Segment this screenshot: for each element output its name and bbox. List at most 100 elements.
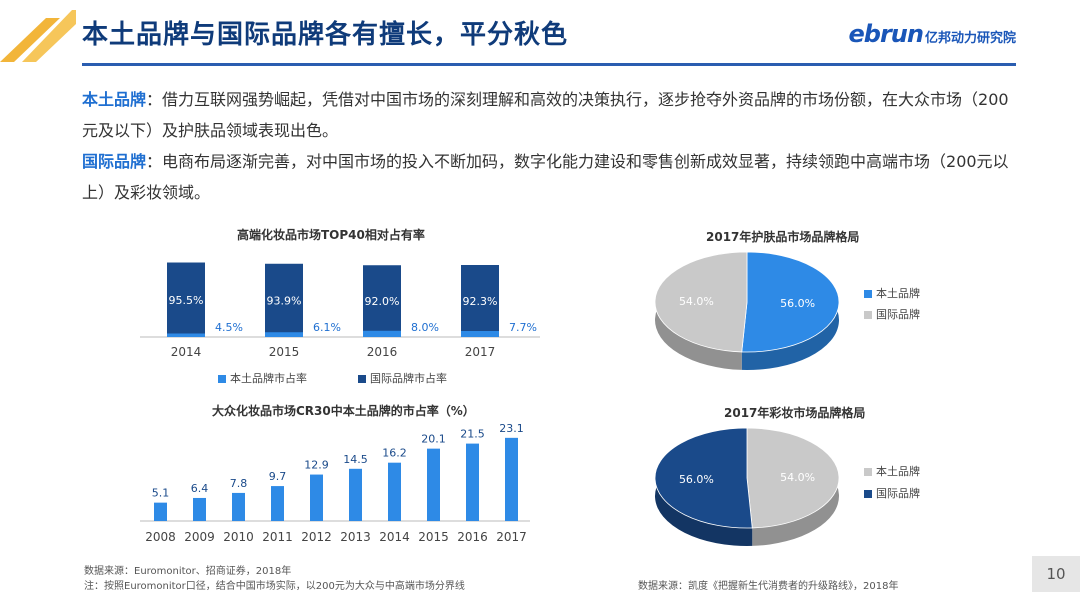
intl-label: 国际品牌 [82, 152, 147, 171]
chart1-label-local: 8.0% [411, 321, 439, 334]
pie2-svg: 54.0% 56.0% [654, 428, 840, 546]
chart1-label-intl: 92.0% [365, 295, 400, 308]
chart1-tick-label: 2014 [171, 345, 202, 359]
chart1-label-intl: 93.9% [267, 294, 302, 307]
chart2-tick-label: 2014 [379, 530, 410, 544]
source-right: 数据来源：凯度《把握新生代消费者的升级路线》，2018年 [638, 581, 899, 592]
legend-swatch-intl [358, 375, 366, 383]
logo-subtitle: 亿邦动力研究院 [924, 31, 1016, 46]
chart1-tick-label: 2017 [465, 345, 496, 359]
source-left-1: 数据来源：Euromonitor、招商证券，2018年 [84, 566, 292, 577]
chart2-bar [154, 502, 167, 521]
local-paragraph: 本土品牌：借力互联网强势崛起，凭借对中国市场的深刻理解和高效的决策执行，逐步抢夺… [82, 84, 1017, 146]
pie1-swatch-intl [864, 311, 872, 319]
chart1-bar-local [167, 333, 205, 337]
chart2-value-label: 6.4 [191, 482, 209, 495]
pie1-slice [741, 252, 840, 353]
chart2-tick-label: 2013 [340, 530, 371, 544]
pie1-svg: 56.0% 54.0% [654, 252, 840, 370]
chart2-bar [193, 497, 206, 521]
chart2-value-label: 9.7 [269, 470, 287, 483]
pie2-slice-label: 56.0% [679, 473, 714, 486]
title-divider [82, 63, 1016, 66]
legend-swatch-local [218, 375, 226, 383]
chart1-label-intl: 95.5% [169, 294, 204, 307]
page-number: 10 [1032, 556, 1080, 592]
chart1-label-local: 4.5% [215, 321, 243, 334]
chart1-bar-intl [167, 262, 205, 337]
corner-decoration [0, 10, 76, 62]
intl-text: ：电商布局逐渐完善，对中国市场的投入不断加码，数字化能力建设和零售创新成效显著，… [82, 152, 1009, 202]
pie1-legend-local-label: 本土品牌 [876, 287, 920, 300]
pie1-title: 2017年护肤品市场品牌格局 [706, 230, 860, 244]
chart1-bar-local [265, 332, 303, 337]
intro-text: 本土品牌：借力互联网强势崛起，凭借对中国市场的深刻理解和高效的决策执行，逐步抢夺… [82, 84, 1017, 208]
chart2-tick-label: 2012 [301, 530, 332, 544]
chart1-label-local: 7.7% [509, 321, 537, 334]
pie1-swatch-local [864, 290, 872, 298]
page-title: 本土品牌与国际品牌各有擅长，平分秋色 [82, 20, 569, 50]
pie1-legend-local: 本土品牌 [864, 285, 920, 301]
pie2-slice-label: 54.0% [780, 471, 815, 484]
corner-stripe-1 [0, 18, 60, 62]
chart2-tick-label: 2009 [184, 530, 215, 544]
pie2-swatch-local [864, 468, 872, 476]
chart1-title: 高端化妆品市场TOP40相对占有率 [237, 228, 425, 242]
chart1-bar-intl [265, 263, 303, 337]
chart2-tick-label: 2017 [496, 530, 527, 544]
chart2-value-label: 21.5 [460, 428, 485, 441]
chart1-tick-label: 2015 [269, 345, 300, 359]
logo: ebrun 亿邦动力研究院 [849, 20, 1016, 48]
chart1-legend-local-label: 本土品牌市占率 [230, 372, 307, 385]
chart1-tick-label: 2016 [367, 345, 398, 359]
pie2-swatch-intl [864, 490, 872, 498]
chart1-legend-intl-label: 国际品牌市占率 [370, 372, 447, 385]
pie2-legend-intl-label: 国际品牌 [876, 487, 920, 500]
chart2-value-label: 16.2 [382, 447, 407, 460]
chart1-legend-local: 本土品牌市占率 [218, 370, 307, 386]
chart2-value-label: 20.1 [421, 433, 446, 446]
pie1-slice-label: 54.0% [679, 295, 714, 308]
pie2-legend-local-label: 本土品牌 [876, 465, 920, 478]
pie1-slice-label: 56.0% [780, 297, 815, 310]
local-label: 本土品牌 [82, 90, 147, 109]
chart2-svg: 5.1 2008 6.4 2009 7.8 2010 9.7 2011 12.9 2012 14.5… [140, 422, 530, 544]
pie1-legend-intl-label: 国际品牌 [876, 308, 920, 321]
pie1-legend-intl: 国际品牌 [864, 306, 920, 322]
chart2-bar [466, 443, 479, 521]
chart1-label-local: 6.1% [313, 321, 341, 334]
chart1-bar-intl [461, 265, 499, 337]
chart1-label-intl: 92.3% [463, 295, 498, 308]
chart2-title: 大众化妆品市场CR30中本土品牌的市占率（%） [212, 404, 475, 418]
pie1-slice [654, 252, 748, 353]
chart2-tick-label: 2008 [145, 530, 176, 544]
chart2-bar [310, 474, 323, 521]
logo-text: ebrun [848, 20, 924, 48]
chart1-svg: 95.5% 4.5% 2014 93.9% 6.1% 2015 92.0% 8.0% 2016 9… [140, 262, 540, 359]
chart2-value-label: 5.1 [152, 487, 170, 500]
chart2-bar [388, 462, 401, 521]
chart1-bar-local [363, 330, 401, 337]
pie2-slice [746, 428, 840, 529]
chart2-bar [349, 468, 362, 521]
chart2-value-label: 12.9 [304, 459, 329, 472]
chart2-value-label: 7.8 [230, 477, 248, 490]
pie2-slice [654, 428, 753, 529]
chart2-tick-label: 2015 [418, 530, 449, 544]
pie2-legend-intl: 国际品牌 [864, 485, 920, 501]
source-left-2: 注：按照Euromonitor口径，结合中国市场实际，以200元为大众与中高端市… [84, 581, 465, 592]
chart2-bar [505, 437, 518, 521]
chart1-legend-intl: 国际品牌市占率 [358, 370, 447, 386]
chart2-bar [232, 492, 245, 521]
chart1-bar-intl [363, 265, 401, 337]
chart2-tick-label: 2016 [457, 530, 488, 544]
intl-paragraph: 国际品牌：电商布局逐渐完善，对中国市场的投入不断加码，数字化能力建设和零售创新成… [82, 146, 1017, 208]
chart2-value-label: 14.5 [343, 453, 368, 466]
chart2-tick-label: 2010 [223, 530, 254, 544]
local-text: ：借力互联网强势崛起，凭借对中国市场的深刻理解和高效的决策执行，逐步抢夺外资品牌… [82, 90, 1009, 140]
chart2-value-label: 23.1 [499, 422, 524, 435]
pie2-title: 2017年彩妆市场品牌格局 [724, 406, 866, 420]
pie2-legend-local: 本土品牌 [864, 463, 920, 479]
chart2-bar [427, 448, 440, 521]
chart1-bar-local [461, 330, 499, 337]
